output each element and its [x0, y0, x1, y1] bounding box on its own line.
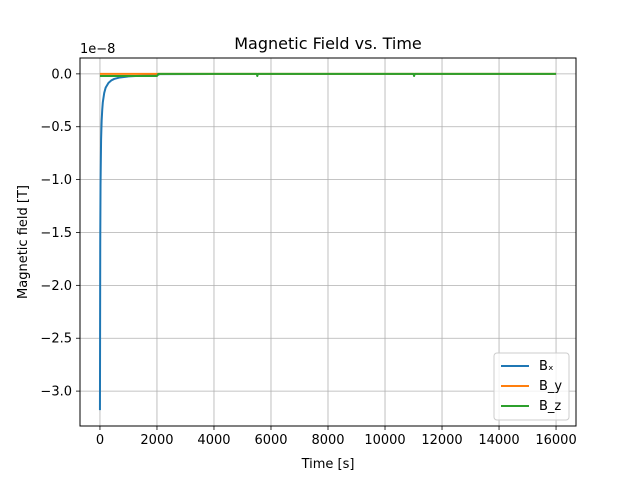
series-line-bz [99, 72, 557, 77]
x-axis-ticks: 0 2000 4000 6000 8000 10000 12000 14000 16000 [96, 426, 577, 448]
x-tick-label: 16000 [535, 433, 576, 448]
legend: Bₓ B_y B_z [493, 352, 570, 421]
y-tick-label: −2.0 [40, 279, 72, 294]
legend-box [493, 352, 570, 421]
plot-lines [98, 72, 557, 411]
x-tick-label: 2000 [140, 433, 173, 448]
x-tick-label: 10000 [364, 433, 405, 448]
x-tick-label: 6000 [254, 433, 287, 448]
y-tick-label: 0.0 [51, 67, 72, 82]
y-tick-label: −1.5 [40, 226, 72, 241]
y-tick-label: −1.0 [40, 173, 72, 188]
x-tick-label: 0 [96, 433, 104, 448]
chart-title: Magnetic Field vs. Time [234, 34, 422, 53]
x-tick-label: 8000 [311, 433, 344, 448]
y-axis-label: Magnetic field [T] [16, 185, 31, 299]
y-axis-ticks: 0.0 −0.5 −1.0 −1.5 −2.0 −2.5 −3.0 [40, 67, 80, 400]
y-offset-label: 1e−8 [80, 42, 115, 57]
x-tick-label: 4000 [197, 433, 230, 448]
y-tick-label: −3.0 [40, 385, 72, 400]
x-tick-label: 14000 [478, 433, 519, 448]
x-tick-label: 12000 [421, 433, 462, 448]
y-tick-label: −0.5 [40, 120, 72, 135]
legend-label-by: B_y [539, 379, 562, 394]
y-tick-label: −2.5 [40, 332, 72, 347]
legend-label-bx: Bₓ [539, 359, 554, 374]
legend-label-bz: B_z [539, 399, 561, 414]
x-axis-label: Time [s] [301, 457, 355, 472]
